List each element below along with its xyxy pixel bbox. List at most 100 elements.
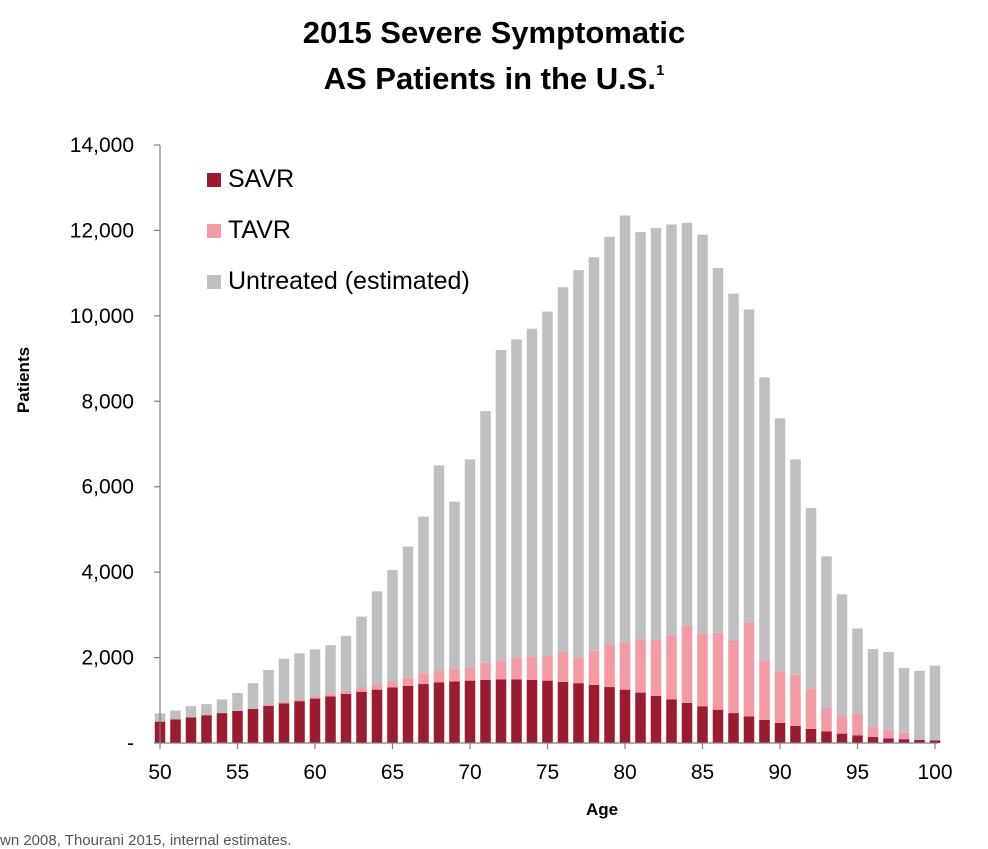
bar-untreated-age-60 — [310, 649, 321, 696]
bar-tavr-age-91 — [790, 675, 801, 726]
bar-untreated-age-96 — [868, 649, 879, 726]
bar-untreated-age-70 — [465, 459, 476, 667]
y-tick-label-4000: 4,000 — [81, 561, 134, 584]
bar-tavr-age-61 — [325, 694, 336, 697]
legend-item-tavr: TAVR — [207, 205, 470, 256]
bar-tavr-age-80 — [620, 643, 631, 690]
bar-savr-age-70 — [465, 681, 476, 743]
bar-untreated-age-87 — [728, 294, 739, 641]
y-tick-label-0: - — [127, 732, 134, 755]
legend-label-untreated: Untreated (estimated) — [228, 267, 470, 296]
legend-item-untreated: Untreated (estimated) — [207, 256, 470, 307]
bar-savr-age-56 — [248, 709, 259, 743]
bar-tavr-age-83 — [666, 635, 677, 699]
bar-untreated-age-52 — [186, 706, 197, 717]
bar-savr-age-57 — [263, 706, 274, 743]
y-tick-label-8000: 8,000 — [81, 390, 134, 413]
bar-untreated-age-83 — [666, 224, 677, 635]
bar-untreated-age-55 — [232, 693, 243, 711]
bar-savr-age-62 — [341, 694, 352, 743]
bar-tavr-age-86 — [713, 633, 724, 710]
bar-untreated-age-71 — [480, 411, 491, 663]
bar-savr-age-85 — [697, 706, 708, 743]
bar-untreated-age-92 — [806, 508, 817, 688]
bar-tavr-age-97 — [883, 730, 894, 739]
bar-tavr-age-76 — [558, 652, 569, 682]
bar-tavr-age-95 — [852, 714, 863, 735]
bar-tavr-age-69 — [449, 669, 460, 682]
bar-untreated-age-74 — [527, 329, 538, 657]
x-tick-label-90: 90 — [768, 761, 791, 784]
bar-savr-age-83 — [666, 699, 677, 743]
bar-untreated-age-80 — [620, 215, 631, 642]
bar-savr-age-59 — [294, 701, 305, 743]
y-tick-label-14000: 14,000 — [70, 134, 134, 157]
bar-savr-age-93 — [821, 731, 832, 743]
bar-untreated-age-76 — [558, 287, 569, 652]
bar-tavr-age-70 — [465, 668, 476, 681]
bar-untreated-age-61 — [325, 645, 336, 694]
bar-savr-age-84 — [682, 703, 693, 743]
bar-untreated-age-81 — [635, 232, 646, 639]
bar-untreated-age-65 — [387, 570, 398, 681]
x-tick-label-65: 65 — [381, 761, 404, 784]
bar-savr-age-52 — [186, 717, 197, 743]
bar-savr-age-63 — [356, 692, 367, 743]
bar-tavr-age-87 — [728, 640, 739, 713]
bar-tavr-age-89 — [759, 660, 770, 720]
bar-untreated-age-67 — [418, 517, 429, 674]
bar-savr-age-58 — [279, 703, 290, 743]
bar-tavr-age-60 — [310, 696, 321, 698]
bar-savr-age-67 — [418, 684, 429, 743]
bar-tavr-age-66 — [403, 677, 414, 686]
legend-swatch-savr — [207, 173, 221, 187]
bar-untreated-age-99 — [914, 671, 925, 740]
bar-untreated-age-58 — [279, 659, 290, 702]
bar-savr-age-89 — [759, 720, 770, 743]
bar-savr-age-91 — [790, 726, 801, 743]
bar-untreated-age-98 — [899, 668, 910, 733]
bar-untreated-age-90 — [775, 418, 786, 671]
bar-savr-age-86 — [713, 710, 724, 743]
bar-tavr-age-75 — [542, 656, 553, 681]
legend-item-savr: SAVR — [207, 154, 470, 205]
bar-untreated-age-88 — [744, 309, 755, 622]
bar-tavr-age-88 — [744, 623, 755, 717]
bar-untreated-age-75 — [542, 312, 553, 656]
x-tick-label-75: 75 — [536, 761, 559, 784]
bar-savr-age-71 — [480, 680, 491, 743]
y-tick-label-2000: 2,000 — [81, 647, 134, 670]
bar-tavr-age-92 — [806, 688, 817, 729]
bar-savr-age-74 — [527, 680, 538, 743]
bar-untreated-age-79 — [604, 237, 615, 644]
source-note: wn 2008, Thourani 2015, internal estimat… — [0, 832, 292, 849]
bar-savr-age-90 — [775, 723, 786, 743]
x-tick-label-60: 60 — [303, 761, 326, 784]
bar-tavr-age-79 — [604, 644, 615, 687]
bar-tavr-age-65 — [387, 681, 398, 687]
chart-legend: SAVR TAVR Untreated (estimated) — [207, 154, 470, 307]
bar-untreated-age-91 — [790, 459, 801, 674]
bar-savr-age-73 — [511, 679, 522, 743]
bar-untreated-age-73 — [511, 339, 522, 658]
x-tick-label-100: 100 — [917, 761, 952, 784]
bar-savr-age-87 — [728, 713, 739, 743]
bar-savr-age-96 — [868, 737, 879, 743]
bar-tavr-age-59 — [294, 699, 305, 701]
bar-tavr-age-82 — [651, 640, 662, 696]
x-tick-label-85: 85 — [691, 761, 714, 784]
bar-tavr-age-96 — [868, 726, 879, 737]
bar-tavr-age-81 — [635, 639, 646, 692]
bar-untreated-age-63 — [356, 617, 367, 688]
legend-label-savr: SAVR — [228, 165, 294, 194]
bar-savr-age-64 — [372, 690, 383, 743]
bar-tavr-age-72 — [496, 660, 507, 679]
bar-tavr-age-90 — [775, 672, 786, 723]
bar-savr-age-97 — [883, 738, 894, 743]
bar-untreated-age-84 — [682, 223, 693, 626]
bar-tavr-age-84 — [682, 626, 693, 703]
bar-untreated-age-100 — [930, 666, 941, 741]
bar-untreated-age-89 — [759, 377, 770, 660]
legend-label-tavr: TAVR — [228, 216, 291, 245]
